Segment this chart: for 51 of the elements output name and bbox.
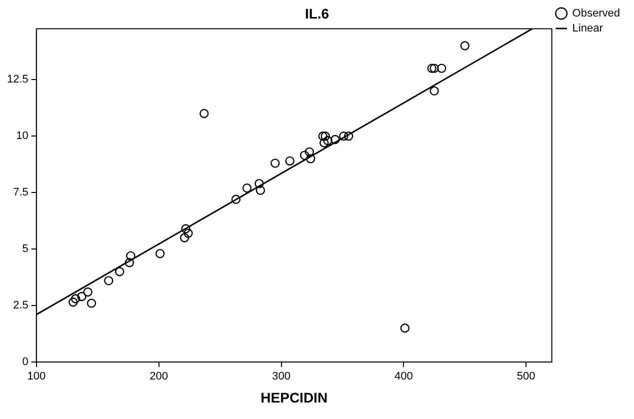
point bbox=[270, 158, 280, 168]
legend-label: Linear bbox=[572, 22, 604, 35]
point bbox=[115, 267, 124, 276]
y-tick-label: 5 bbox=[22, 243, 28, 256]
legend-label: Observed bbox=[572, 8, 620, 20]
point bbox=[256, 186, 266, 195]
x-tick-label: 200 bbox=[150, 370, 168, 383]
point bbox=[306, 154, 316, 164]
point bbox=[430, 64, 439, 73]
point bbox=[437, 64, 446, 73]
point bbox=[124, 258, 134, 268]
y-tick-label: 10 bbox=[16, 130, 28, 142]
point bbox=[254, 178, 264, 188]
point bbox=[285, 156, 294, 166]
point bbox=[70, 294, 80, 304]
point bbox=[427, 64, 436, 73]
point bbox=[460, 41, 470, 50]
point bbox=[68, 298, 78, 307]
point bbox=[323, 136, 332, 146]
point bbox=[344, 132, 354, 141]
x-axis-title: HEPCIDIN bbox=[260, 389, 328, 406]
point bbox=[104, 276, 114, 286]
point bbox=[181, 224, 190, 234]
y-tick-label: 2.5 bbox=[13, 300, 28, 312]
x-tick-label: 400 bbox=[394, 370, 413, 383]
point bbox=[430, 86, 439, 96]
point bbox=[155, 248, 165, 258]
y-tick-label: 7.5 bbox=[13, 186, 28, 199]
chart-title: IL.6 bbox=[304, 5, 330, 22]
point bbox=[180, 233, 190, 242]
point bbox=[304, 147, 314, 157]
point bbox=[330, 134, 340, 144]
point bbox=[339, 132, 348, 141]
point bbox=[320, 138, 329, 148]
point bbox=[86, 298, 96, 308]
point bbox=[318, 132, 328, 141]
point bbox=[200, 108, 209, 118]
point bbox=[231, 194, 241, 204]
point bbox=[300, 150, 310, 160]
point bbox=[320, 132, 330, 141]
x-tick-label: 500 bbox=[516, 370, 536, 383]
x-tick-label: 300 bbox=[272, 370, 290, 383]
x-tick-label: 100 bbox=[27, 370, 46, 383]
y-tick-label: 12.5 bbox=[6, 74, 28, 86]
point bbox=[126, 251, 136, 260]
point bbox=[242, 183, 252, 193]
point bbox=[184, 228, 193, 238]
point bbox=[83, 287, 92, 297]
point bbox=[400, 324, 410, 333]
point bbox=[77, 292, 86, 302]
y-tick-label: 0 bbox=[22, 356, 28, 368]
